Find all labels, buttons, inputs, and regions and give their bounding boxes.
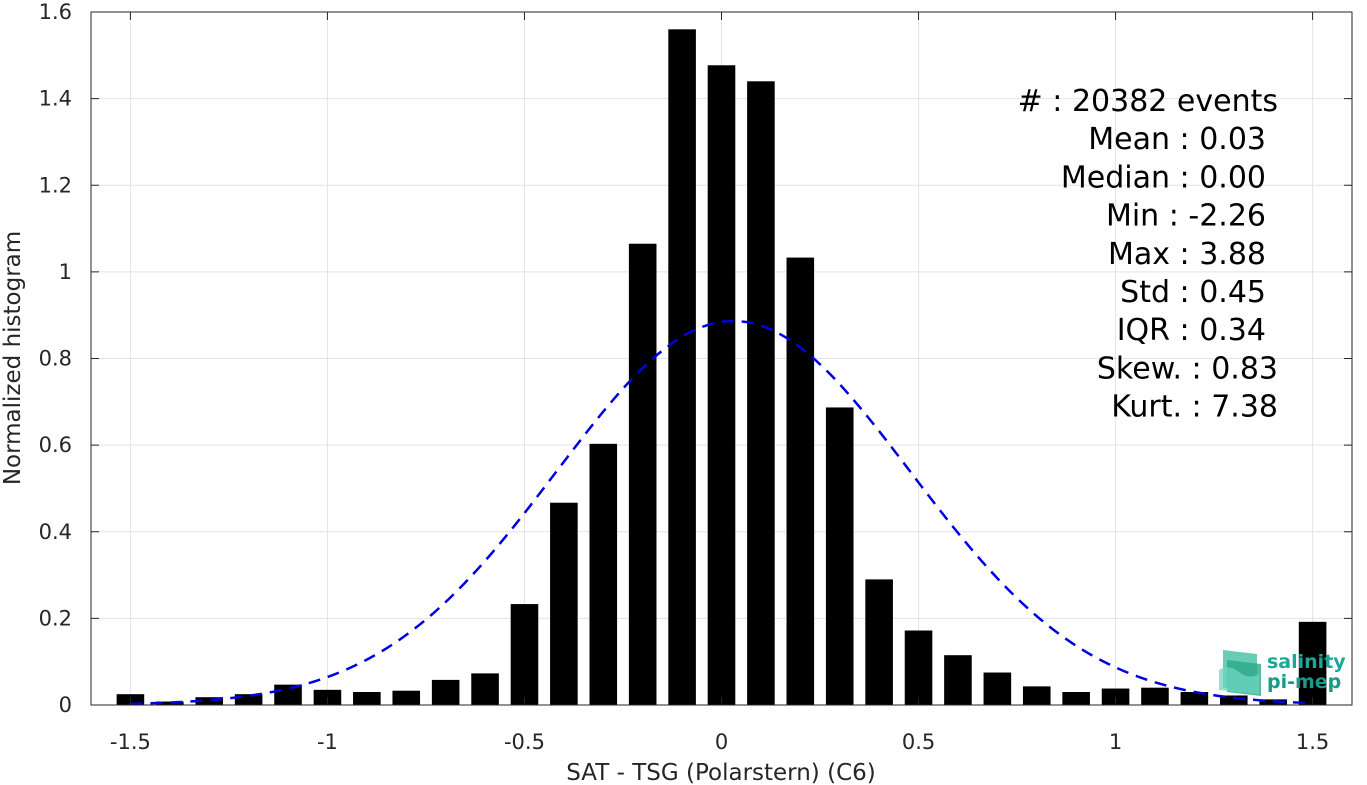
y-tick-label-7: 1.4: [39, 87, 72, 111]
bar-20: [904, 630, 933, 705]
bar-25: [1101, 688, 1130, 705]
bar-13: [628, 243, 657, 706]
stat-line-0: # : 20382 events: [1018, 84, 1278, 119]
bar-4: [274, 684, 302, 705]
bar-23: [1022, 686, 1051, 705]
x-tick-label-6: 1.5: [1296, 730, 1329, 754]
y-axis-label: Normalized histogram: [0, 231, 26, 485]
x-tick-label-5: 1: [1109, 730, 1122, 754]
x-axis-ticks: -1.5 -1 -0.5 0 0.5 1 1.5: [110, 12, 1329, 754]
bar-11: [550, 502, 578, 705]
bar-30: [1298, 621, 1327, 705]
bar-18: [825, 407, 854, 705]
stat-line-1: Mean : 0.03: [1088, 122, 1266, 157]
salinity-pi-mep-logo: salinity pi-mep: [1219, 650, 1346, 696]
y-tick-label-5: 1: [59, 260, 72, 284]
x-tick-label-3: 0: [715, 730, 728, 754]
bar-26: [1141, 687, 1169, 705]
bar-15: [707, 65, 736, 706]
bar-24: [1062, 692, 1090, 705]
y-tick-label-3: 0.6: [39, 433, 72, 457]
bar-22: [983, 672, 1012, 705]
y-tick-label-0: 0: [59, 693, 72, 717]
x-axis-label: SAT - TSG (Polarstern) (C6): [566, 760, 875, 785]
bar-9: [471, 673, 499, 705]
stat-line-3: Min : -2.26: [1106, 199, 1266, 234]
y-tick-label-6: 1.2: [39, 173, 72, 197]
x-tick-label-4: 0.5: [902, 730, 935, 754]
logo-line2: pi-mep: [1267, 671, 1341, 693]
bar-6: [353, 692, 381, 705]
bar-10: [510, 604, 539, 705]
y-tick-label-4: 0.8: [39, 347, 72, 371]
y-tick-label-2: 0.4: [39, 520, 72, 544]
wave-stack-icon: [1219, 650, 1261, 696]
bar-19: [865, 579, 893, 705]
y-tick-label-1: 0.2: [39, 606, 72, 630]
stat-line-6: IQR : 0.34: [1117, 313, 1266, 348]
logo-line1: salinity: [1267, 651, 1346, 673]
bar-8: [431, 679, 460, 705]
bar-17: [786, 257, 815, 705]
stat-line-4: Max : 3.88: [1108, 237, 1266, 272]
bar-16: [747, 81, 775, 706]
stat-line-7: Skew. : 0.83: [1097, 351, 1278, 386]
y-axis-ticks: 0 0.2 0.4 0.6 0.8 1 1.2 1.4 1.6: [39, 0, 1352, 717]
x-tick-label-0: -1.5: [110, 730, 151, 754]
bar-14: [668, 29, 696, 705]
bar-3: [234, 694, 263, 705]
bar-27: [1180, 692, 1209, 705]
bar-21: [944, 655, 972, 705]
stat-line-8: Kurt. : 7.38: [1111, 390, 1278, 425]
x-tick-label-2: -0.5: [504, 730, 545, 754]
bar-7: [392, 690, 421, 705]
y-tick-label-8: 1.6: [39, 0, 72, 24]
bar-12: [589, 443, 618, 705]
stat-line-2: Median : 0.00: [1061, 160, 1266, 195]
stat-line-5: Std : 0.45: [1120, 275, 1266, 310]
bar-28: [1219, 695, 1248, 705]
bar-2: [195, 697, 224, 705]
x-tick-label-1: -1: [317, 730, 338, 754]
histogram-bars: [116, 29, 1327, 706]
bar-1: [156, 701, 184, 705]
